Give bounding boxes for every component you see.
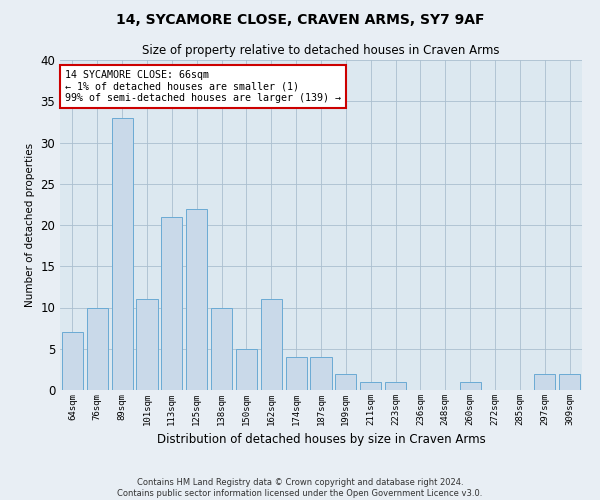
Bar: [211, 308, 232, 390]
Bar: [310, 357, 332, 390]
Bar: [186, 208, 207, 390]
Bar: [261, 299, 282, 390]
Bar: [385, 382, 406, 390]
Text: 14 SYCAMORE CLOSE: 66sqm
← 1% of detached houses are smaller (1)
99% of semi-det: 14 SYCAMORE CLOSE: 66sqm ← 1% of detache…: [65, 70, 341, 103]
X-axis label: Distribution of detached houses by size in Craven Arms: Distribution of detached houses by size …: [157, 434, 485, 446]
Bar: [360, 382, 381, 390]
Bar: [87, 308, 108, 390]
Bar: [112, 118, 133, 390]
Bar: [286, 357, 307, 390]
Bar: [335, 374, 356, 390]
Title: Size of property relative to detached houses in Craven Arms: Size of property relative to detached ho…: [142, 44, 500, 58]
Text: 14, SYCAMORE CLOSE, CRAVEN ARMS, SY7 9AF: 14, SYCAMORE CLOSE, CRAVEN ARMS, SY7 9AF: [116, 12, 484, 26]
Bar: [136, 299, 158, 390]
Bar: [460, 382, 481, 390]
Bar: [559, 374, 580, 390]
Text: Contains HM Land Registry data © Crown copyright and database right 2024.
Contai: Contains HM Land Registry data © Crown c…: [118, 478, 482, 498]
Bar: [161, 217, 182, 390]
Bar: [534, 374, 555, 390]
Bar: [62, 332, 83, 390]
Y-axis label: Number of detached properties: Number of detached properties: [25, 143, 35, 307]
Bar: [236, 349, 257, 390]
